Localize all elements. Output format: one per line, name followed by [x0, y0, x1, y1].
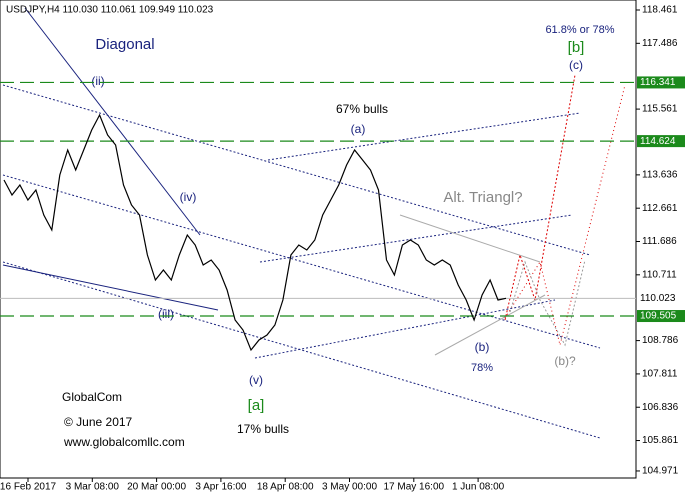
- x-tick-label: 3 Mar 08:00: [66, 482, 120, 493]
- price-label: 116.341: [640, 77, 676, 88]
- annotation: [a]: [248, 397, 265, 414]
- annotation: Diagonal: [95, 36, 154, 53]
- x-tick-label: 16 Feb 2017: [0, 482, 57, 493]
- price-label: 114.624: [640, 136, 676, 147]
- y-tick-label: 115.561: [642, 104, 678, 115]
- annotation: [b]: [568, 39, 585, 56]
- x-tick-label: 1 Jun 08:00: [452, 482, 505, 493]
- annotation: 78%: [471, 362, 493, 374]
- annotation: 17% bulls: [237, 422, 289, 436]
- x-tick-label: 3 Apr 16:00: [195, 482, 247, 493]
- annotation: 61.8% or 78%: [545, 24, 614, 36]
- annotation: (v): [249, 373, 263, 387]
- price-label-box: [637, 292, 685, 305]
- plot-frame: [0, 0, 637, 479]
- price-label-box: [637, 135, 685, 148]
- price-label-box: [637, 310, 685, 323]
- y-tick-label: 107.811: [642, 369, 678, 380]
- annotation: Alt. Triangl?: [443, 189, 522, 206]
- x-tick-label: 18 Apr 08:00: [257, 482, 314, 493]
- y-tick-label: 110.711: [642, 269, 677, 280]
- y-tick-label: 108.786: [642, 335, 679, 346]
- trendlines: [2, 7, 626, 439]
- y-tick-label: 117.486: [642, 38, 678, 49]
- price-line: [3, 113, 507, 352]
- y-tick-label: 112.661: [642, 203, 678, 214]
- y-tick-label: 118.461: [642, 5, 678, 16]
- annotation: (ii): [91, 74, 104, 88]
- price-label: 109.505: [640, 311, 677, 322]
- x-tick-label: 17 May 16:00: [383, 482, 444, 493]
- y-tick-label: 111.686: [642, 236, 677, 247]
- annotation: (c): [569, 58, 583, 72]
- chart-title: USDJPY,H4 110.030 110.061 109.949 110.02…: [6, 5, 214, 16]
- y-tick-label: 104.971: [642, 466, 679, 477]
- annotation: (iv): [180, 190, 197, 204]
- annotation: 67% bulls: [336, 102, 388, 116]
- y-tick-label: 105.861: [642, 435, 679, 446]
- x-tick-label: 20 Mar 00:00: [127, 482, 186, 493]
- y-tick-label: 106.836: [642, 402, 679, 413]
- watermark: GlobalCom: [62, 390, 122, 404]
- watermark: © June 2017: [64, 415, 133, 429]
- annotation: (a): [351, 122, 366, 136]
- price-label: 110.023: [640, 293, 676, 304]
- watermark: www.globalcomllc.com: [63, 435, 185, 449]
- y-tick-label: 113.636: [642, 170, 678, 181]
- x-tick-label: 3 May 00:00: [322, 482, 377, 493]
- annotation: (iii): [158, 307, 174, 321]
- price-label-box: [637, 76, 685, 89]
- annotation: (b): [475, 340, 490, 354]
- annotation: (b)?: [554, 354, 576, 368]
